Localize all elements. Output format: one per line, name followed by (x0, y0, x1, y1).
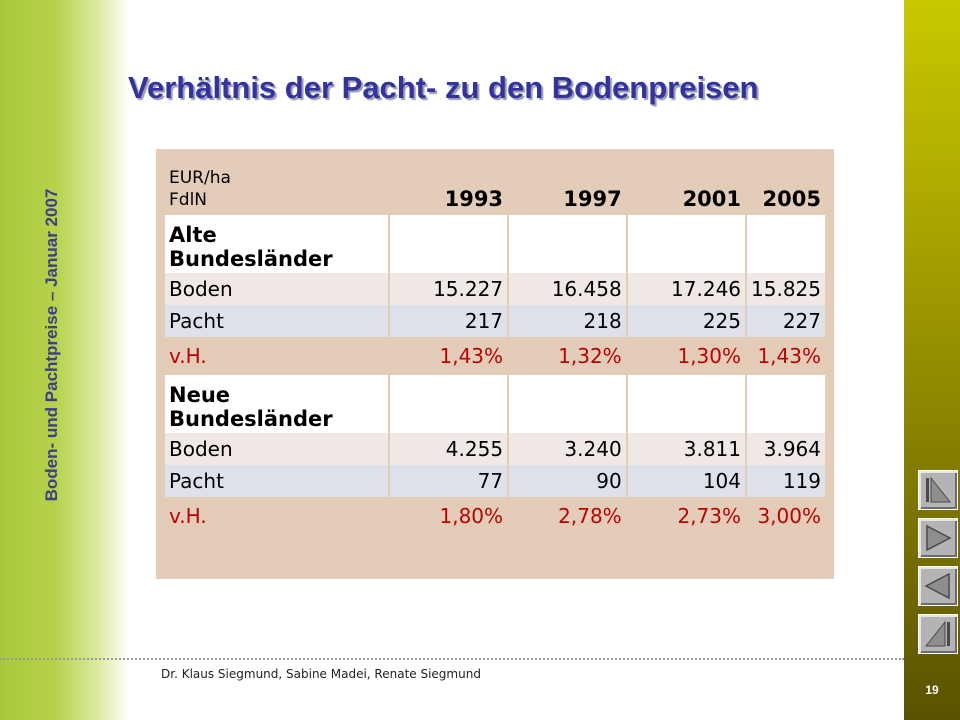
unit-label: FdlN (169, 190, 208, 210)
value-cell: 77 (390, 465, 508, 497)
last-slide-button[interactable] (918, 614, 958, 654)
section-row: Neue Bundesländer (165, 375, 825, 433)
value-cell: 227 (747, 305, 825, 337)
empty-cell (627, 375, 746, 433)
section-label-cell: Alte Bundesländer (165, 215, 389, 273)
value-cell: 3.964 (747, 433, 825, 465)
next-slide-button[interactable] (918, 518, 958, 558)
year-header: 2001 (682, 187, 742, 211)
empty-cell (747, 375, 825, 433)
value-cell: 16.458 (509, 273, 626, 305)
value-cell: 3.240 (509, 433, 626, 465)
value-cell: 3,00% (747, 497, 825, 535)
header-row: EUR/ha FdlN 1993 1997 2001 2005 (165, 157, 825, 215)
section-label: Neue Bundesländer (169, 383, 333, 431)
previous-slide-button[interactable] (918, 566, 958, 606)
empty-cell (390, 215, 508, 273)
value-cell: 2,78% (509, 497, 626, 535)
unit-cell: EUR/ha FdlN (165, 157, 388, 215)
slide-title: Verhältnis der Pacht- zu den Bodenpreise… (128, 70, 759, 105)
value-cell: 218 (509, 305, 626, 337)
side-title: Boden- und Pachtpreise – Januar 2007 (42, 188, 61, 502)
empty-cell (509, 215, 626, 273)
value-cell: 1,30% (627, 337, 746, 375)
row-label: Pacht (165, 305, 389, 337)
value-cell: 4.255 (390, 433, 508, 465)
left-green-band (0, 0, 130, 720)
table-row: v.H. 1,80% 2,78% 2,73% 3,00% (165, 497, 825, 535)
value-cell: 217 (390, 305, 508, 337)
value-cell: 3.811 (627, 433, 746, 465)
year-header: 1993 (444, 187, 504, 211)
row-label: v.H. (165, 337, 389, 375)
empty-cell (627, 215, 746, 273)
page-number: 19 (925, 683, 939, 697)
year-header: 2005 (762, 187, 821, 211)
row-label: Boden (165, 273, 389, 305)
value-cell: 1,43% (390, 337, 508, 375)
section-label-cell: Neue Bundesländer (165, 375, 389, 433)
value-cell: 225 (627, 305, 746, 337)
table-row: Boden 4.255 3.240 3.811 3.964 (165, 433, 825, 465)
footer-authors: Dr. Klaus Siegmund, Sabine Madei, Renate… (161, 667, 481, 681)
row-label: Boden (165, 433, 389, 465)
next-slide-icon (926, 524, 952, 552)
table-row: v.H. 1,43% 1,32% 1,30% 1,43% (165, 337, 825, 375)
empty-cell (747, 215, 825, 273)
value-cell: 1,32% (509, 337, 626, 375)
right-olive-band (904, 0, 960, 720)
table-row: Pacht 77 90 104 119 (165, 465, 825, 497)
table-row: Boden 15.227 16.458 17.246 15.825 (165, 273, 825, 305)
unit-label: EUR/ha (169, 168, 231, 188)
row-label: v.H. (165, 497, 389, 535)
previous-slide-icon (924, 572, 950, 600)
row-label: Pacht (165, 465, 389, 497)
empty-cell (390, 375, 508, 433)
value-cell: 1,43% (747, 337, 825, 375)
section-row: Alte Bundesländer (165, 215, 825, 273)
value-cell: 1,80% (390, 497, 508, 535)
section-label: Alte Bundesländer (169, 223, 333, 271)
value-cell: 2,73% (627, 497, 746, 535)
first-slide-icon (926, 476, 952, 503)
footer-divider (0, 658, 904, 660)
price-table-frame: EUR/ha FdlN 1993 1997 2001 2005 Alte Bundeslän… (156, 149, 834, 579)
value-cell: 17.246 (627, 273, 746, 305)
first-slide-button[interactable] (918, 470, 958, 510)
value-cell: 15.227 (390, 273, 508, 305)
value-cell: 104 (627, 465, 746, 497)
empty-cell (509, 375, 626, 433)
value-cell: 15.825 (747, 273, 825, 305)
value-cell: 90 (509, 465, 626, 497)
price-table: EUR/ha FdlN 1993 1997 2001 2005 Alte Bundeslän… (163, 157, 827, 535)
value-cell: 119 (747, 465, 825, 497)
table-row: Pacht 217 218 225 227 (165, 305, 825, 337)
last-slide-icon (924, 620, 950, 647)
year-header: 1997 (563, 187, 622, 211)
